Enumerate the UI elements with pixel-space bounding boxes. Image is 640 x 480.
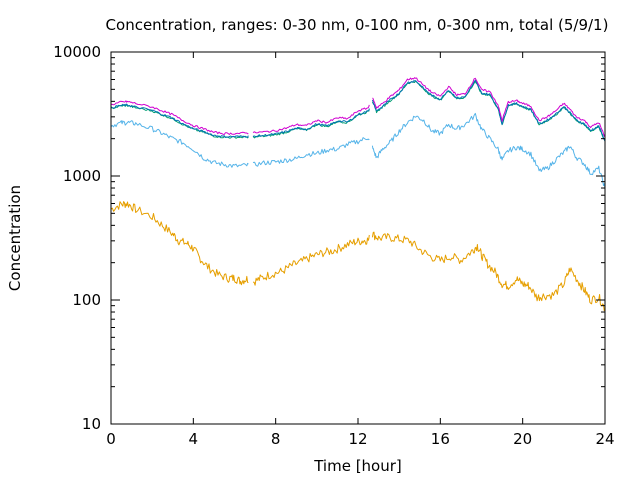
x-tick-label: 0 — [106, 430, 116, 448]
x-tick-label: 4 — [189, 430, 199, 448]
series-line — [110, 79, 606, 142]
x-tick-label: 16 — [431, 430, 450, 448]
plot-frame — [110, 51, 606, 425]
y-tick-label: 1000 — [63, 167, 101, 185]
ticks-layer: 0 4 8 12 16 20 24 10 100 1000 10000 — [53, 43, 614, 448]
x-axis-label: Time [hour] — [313, 457, 402, 475]
chart-title: Concentration, ranges: 0-30 nm, 0-100 nm… — [106, 16, 609, 34]
y-tick-label: 10 — [82, 415, 101, 433]
y-axis-label: Concentration — [6, 185, 24, 291]
series-layer — [110, 77, 606, 312]
x-tick-label: 8 — [271, 430, 281, 448]
y-tick-label: 100 — [72, 291, 101, 309]
x-tick-label: 24 — [595, 430, 614, 448]
x-tick-label: 20 — [513, 430, 532, 448]
x-tick-label: 12 — [348, 430, 367, 448]
series-line — [110, 201, 606, 312]
series-line — [110, 112, 606, 189]
y-tick-label: 10000 — [53, 43, 101, 61]
series-line — [110, 77, 606, 138]
